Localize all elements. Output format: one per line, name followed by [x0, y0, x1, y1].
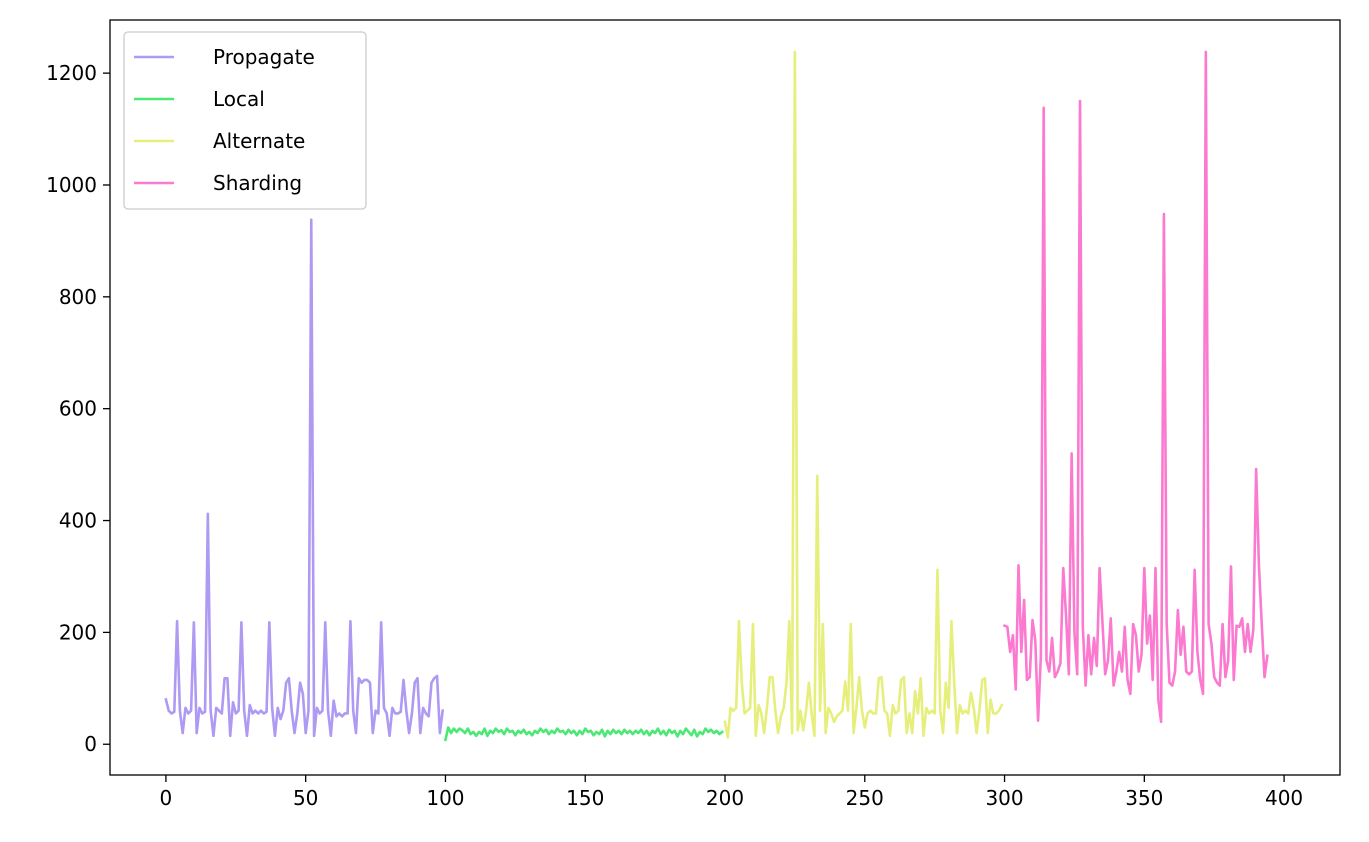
y-tick-label: 800 — [59, 285, 97, 309]
legend-label-propagate: Propagate — [213, 45, 315, 69]
legend-label-local: Local — [213, 87, 265, 111]
x-tick-label: 150 — [566, 786, 604, 810]
y-tick-label: 0 — [84, 732, 97, 756]
legend: Propagate Local Alternate Sharding — [123, 31, 367, 210]
y-tick-label: 200 — [59, 620, 97, 644]
legend-label-alternate: Alternate — [213, 129, 305, 153]
x-tick-label: 350 — [1125, 786, 1163, 810]
series-line-alternate — [723, 50, 1004, 739]
y-tick-label: 1000 — [46, 173, 97, 197]
x-axis: 0 50 100 150 200 250 300 350 400 — [160, 775, 1303, 810]
x-tick-label: 100 — [426, 786, 464, 810]
legend-box — [123, 31, 367, 210]
series-line-propagate — [164, 218, 445, 738]
x-tick-label: 250 — [846, 786, 884, 810]
series-line-sharding — [1002, 50, 1269, 724]
series-line-local — [443, 726, 725, 742]
y-tick-label: 600 — [59, 397, 97, 421]
x-tick-label: 300 — [985, 786, 1023, 810]
x-tick-label: 200 — [706, 786, 744, 810]
y-tick-label: 1200 — [46, 61, 97, 85]
series-layer — [164, 50, 1269, 742]
x-tick-label: 400 — [1265, 786, 1303, 810]
x-tick-label: 0 — [160, 786, 173, 810]
x-tick-label: 50 — [293, 786, 318, 810]
y-tick-label: 400 — [59, 509, 97, 533]
y-axis: 0 200 400 600 800 1000 1200 — [46, 61, 110, 756]
legend-label-sharding: Sharding — [213, 171, 302, 195]
